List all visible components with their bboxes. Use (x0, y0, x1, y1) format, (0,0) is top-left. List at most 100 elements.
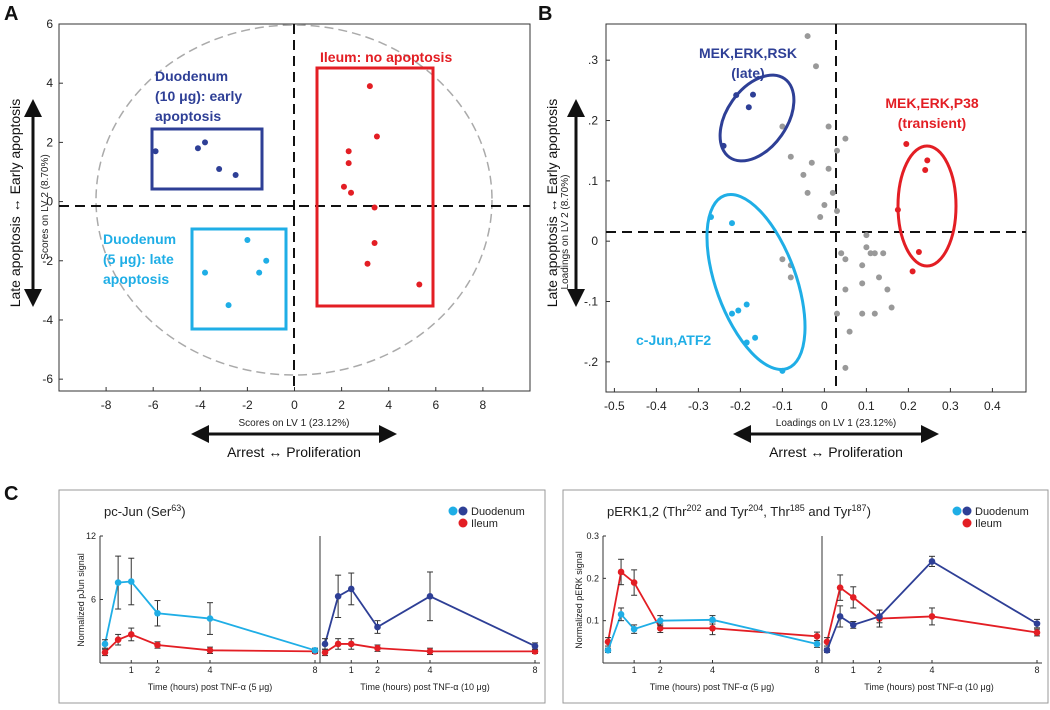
pcjun-x-tick-label: 1 (129, 665, 134, 675)
loading-plot: -0.5 -0.4 -0.3 -0.2 -0.1 0 0.1 0.2 0.3 0.4 .3 .2 .1 0… (544, 23, 1027, 460)
score-x-tick-label: 0 (291, 398, 298, 412)
score-points (152, 83, 423, 309)
perk-duodenum-point (928, 558, 936, 565)
pcjun-y-tick-label: 6 (91, 595, 96, 605)
loading-point (867, 250, 874, 257)
score-point (371, 204, 378, 211)
pcjun-duodenum-point (347, 585, 355, 593)
loading-point (729, 220, 735, 227)
pcjun-x-label-5: Time (hours) post TNF-α (5 μg) (148, 682, 272, 692)
pcjun-x-tick-label: 2 (375, 665, 380, 675)
score-x-label: Scores on LV 1 (23.12%) (239, 418, 350, 429)
loading-point (735, 307, 742, 314)
pcjun-ileum-point (154, 641, 161, 649)
score-y-arrow-label: Late apoptosis ↔ Early apoptosis (7, 99, 23, 308)
loading-point (817, 214, 824, 221)
score-x-tick-label: 8 (480, 398, 487, 412)
legend-ileum-dot (458, 518, 468, 528)
score-point (345, 148, 352, 155)
loading-x-tick-label: -0.5 (604, 399, 625, 413)
legend-duodenum-5-dot-right (952, 506, 962, 516)
perk-duodenum-point (876, 613, 883, 620)
loading-point (846, 328, 853, 335)
pcjun-ileum-point (426, 648, 434, 655)
loading-point (863, 244, 870, 251)
pcjun-duodenum-point (206, 615, 214, 622)
score-x-tick-label: -2 (242, 398, 253, 412)
perk-y-tick-label: 0.3 (586, 531, 599, 541)
score-x-arrow-label: Arrest ↔ Proliferation (227, 444, 361, 460)
score-point (263, 257, 270, 264)
loading-x-tick-label: 0 (821, 399, 828, 413)
pcjun-ileum-point (334, 640, 342, 648)
pcjun-duodenum-point (426, 593, 434, 600)
loading-x-tick-label: -0.1 (772, 399, 793, 413)
loading-point (834, 208, 840, 215)
mek-erk-p38-label-line1: MEK,ERK,P38 (885, 95, 979, 111)
loading-point (915, 249, 922, 256)
legend-duodenum-label-right: Duodenum (975, 506, 1029, 518)
score-y-label: Scores on LV 2 (8.70%) (40, 154, 51, 259)
cjun-atf2-label: c-Jun,ATF2 (636, 332, 711, 348)
pcjun-duodenum-point (154, 609, 161, 617)
pcjun-duodenum-point (374, 623, 381, 631)
mek-erk-rsk-label-line2: (late) (731, 65, 764, 81)
loading-point (825, 123, 832, 130)
pcjun-ileum-point (347, 640, 355, 648)
perk-x-tick-label: 4 (710, 665, 715, 675)
loading-points (708, 33, 931, 374)
duodenum-5-box (190, 227, 288, 331)
pcjun-title: pc-Jun (Ser63) (104, 503, 186, 519)
panel-label-a: A (4, 3, 18, 25)
score-point (373, 133, 380, 140)
pcjun-ileum-point (101, 649, 109, 656)
confidence-ellipse (95, 24, 493, 376)
loading-x-arrow-label: Arrest ↔ Proliferation (769, 444, 903, 460)
loading-x-tick-label: -0.4 (646, 399, 667, 413)
perk-y-tick-label: 0.2 (586, 573, 599, 583)
score-point (216, 166, 223, 173)
loading-point (787, 274, 794, 281)
panel-label-c: C (4, 483, 18, 505)
perk-duodenum-point (836, 613, 844, 620)
duodenum-5-label-line3: apoptosis (103, 271, 169, 287)
perk-duodenum-point (604, 647, 612, 654)
pcjun-ileum-point (206, 647, 214, 654)
loading-point (829, 189, 836, 196)
pcjun-duodenum-point (321, 640, 329, 648)
score-point (202, 269, 209, 276)
legend-duodenum-label: Duodenum (471, 506, 525, 518)
loading-y-tick-label: .3 (588, 53, 598, 67)
loading-point (859, 310, 866, 317)
panel-label-b: B (538, 3, 552, 25)
loading-x-tick-label: 0.2 (900, 399, 917, 413)
loading-point (871, 250, 878, 257)
loading-point (813, 63, 819, 70)
loading-point (876, 274, 882, 281)
loading-point (752, 334, 759, 341)
loading-y-tick-label: -.2 (584, 355, 598, 369)
loading-x-tick-label: -0.2 (730, 399, 751, 413)
score-point (416, 281, 423, 288)
loading-x-tick-label: 0.1 (858, 399, 875, 413)
loading-point (808, 159, 815, 166)
loading-point (834, 147, 840, 154)
loading-point (884, 286, 891, 293)
pcjun-duodenum-point (127, 578, 135, 585)
perk-duodenum-point (656, 617, 664, 624)
pcjun-ileum-point (321, 649, 329, 656)
loading-y-tick-label: .1 (588, 174, 598, 188)
duodenum-10-box (150, 127, 264, 191)
perk-y-tick-label: 0.1 (586, 616, 599, 626)
perk-x-tick-label: 4 (929, 665, 934, 675)
loading-y-label: Loadings on LV 2 (8.70%) (560, 175, 571, 290)
perk-x-tick-label: 1 (851, 665, 856, 675)
loading-point (804, 33, 811, 40)
loading-point (838, 250, 845, 257)
loading-point (825, 165, 832, 172)
loading-point (842, 135, 849, 142)
loading-point (922, 166, 929, 173)
pcjun-y-tick-label: 12 (86, 531, 96, 541)
loading-y-tick-label: 0 (591, 234, 598, 248)
